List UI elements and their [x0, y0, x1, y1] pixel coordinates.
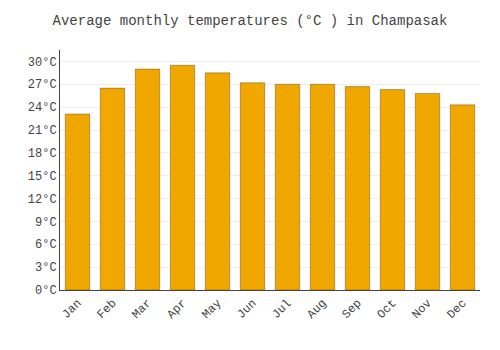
svg-text:Sep: Sep [339, 297, 364, 322]
svg-text:9°C: 9°C [35, 216, 57, 230]
svg-text:30°C: 30°C [28, 56, 57, 70]
svg-text:Oct: Oct [374, 297, 399, 322]
svg-text:Feb: Feb [94, 297, 119, 322]
svg-text:15°C: 15°C [28, 170, 57, 184]
svg-text:12°C: 12°C [28, 193, 57, 207]
svg-text:Jan: Jan [59, 297, 84, 322]
svg-text:Nov: Nov [409, 297, 434, 322]
svg-text:Mar: Mar [129, 297, 154, 322]
svg-text:0°C: 0°C [35, 284, 57, 298]
svg-text:Aug: Aug [304, 297, 329, 322]
svg-text:24°C: 24°C [28, 101, 57, 115]
svg-text:Average monthly temperatures (: Average monthly temperatures (°C ) in Ch… [53, 13, 448, 29]
svg-text:27°C: 27°C [28, 78, 57, 92]
svg-text:Jun: Jun [234, 297, 259, 322]
svg-text:Apr: Apr [164, 297, 189, 322]
svg-text:May: May [199, 297, 224, 322]
svg-text:6°C: 6°C [35, 238, 57, 252]
svg-text:18°C: 18°C [28, 147, 57, 161]
svg-text:3°C: 3°C [35, 261, 57, 275]
svg-text:Dec: Dec [444, 297, 469, 322]
svg-text:21°C: 21°C [28, 124, 57, 138]
svg-text:Jul: Jul [269, 297, 294, 322]
